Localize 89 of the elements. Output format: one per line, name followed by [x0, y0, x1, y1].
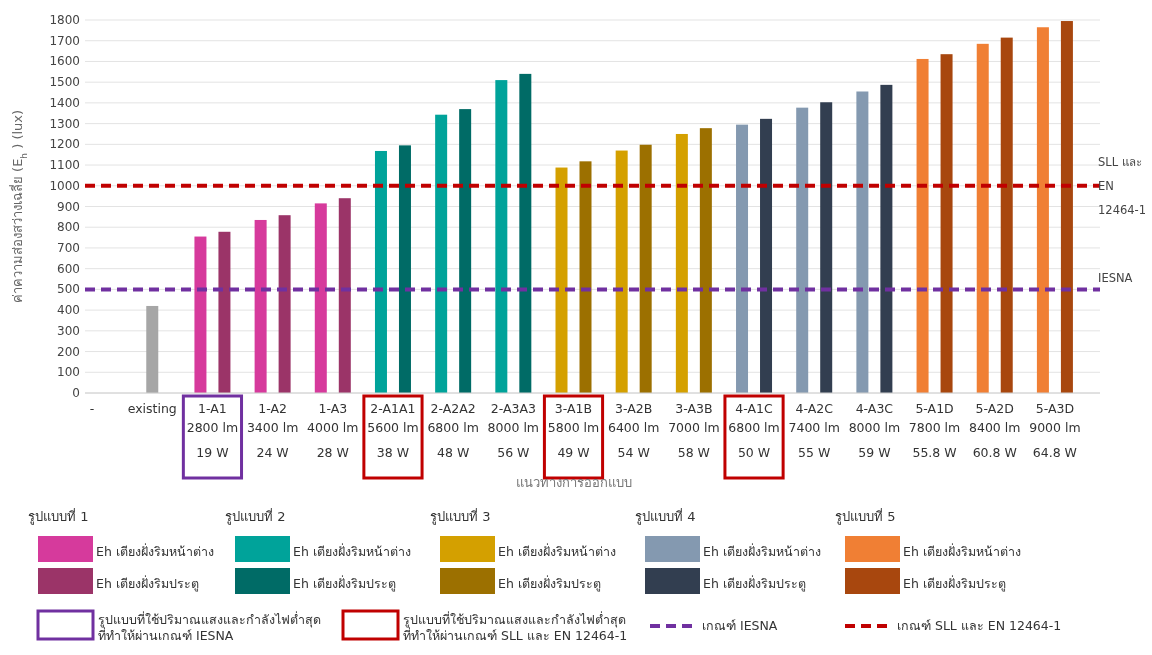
y-tick-label: 800: [57, 220, 80, 235]
legend-label: Eh เตียงฝั่งริมประตู: [293, 576, 396, 592]
x-tick-label: 1-A1 2800 lm 19 W: [186, 401, 239, 460]
bar: [435, 114, 448, 393]
bar: [1000, 37, 1013, 393]
bar: [495, 80, 508, 393]
text: รูปแบบที่ 3: [430, 509, 491, 526]
x-tick-label: 1-A3 4000 lm 28 W: [307, 401, 359, 460]
legend-label: Eh เตียงฝั่งริมหน้าต่าง: [703, 544, 821, 560]
x-tick-label: 3-A3B 7000 lm 58 W: [668, 401, 720, 460]
bar: [940, 54, 953, 393]
x-tick-label: 2-A3A3 8000 lm 56 W: [487, 401, 540, 460]
y-tick-label: 1700: [49, 33, 80, 48]
text: รูปแบบที่ใช้ปริมาณแสงและกำลังไฟต่ำสุดที่ทำให้ผ่านเกณฑ์ IESNA: [98, 612, 322, 644]
annotation: IESNA: [1098, 271, 1134, 286]
bar: [194, 236, 207, 393]
bar: [675, 133, 688, 393]
y-tick-label: 0: [72, 386, 80, 400]
legend-label: Eh เตียงฝั่งริมหน้าต่าง: [96, 544, 214, 560]
legend-label: Eh เตียงฝั่งริมหน้าต่าง: [293, 544, 411, 560]
bar: [639, 144, 652, 393]
bar: [146, 305, 159, 393]
x-tick-label: 4-A2C 7400 lm 55 W: [788, 401, 840, 460]
x-tick-label: 5-A3D 9000 lm 64.8 W: [1029, 401, 1081, 460]
x-tick-label: -: [89, 401, 95, 416]
y-tick-label: 1100: [49, 158, 80, 173]
legend-label: Eh เตียงฝั่งริมหน้าต่าง: [903, 544, 1021, 560]
annotation: SLL และ EN 12464-1: [1098, 153, 1148, 220]
y-tick-label: 700: [57, 240, 80, 255]
bar: [1036, 27, 1049, 393]
bar: [398, 145, 411, 393]
text: รูปแบบที่ 1: [28, 509, 89, 526]
bar: [1060, 21, 1073, 393]
bar: [519, 73, 532, 393]
bar: [314, 203, 327, 393]
legend-label: Eh เตียงฝั่งริมประตู: [498, 576, 601, 592]
legend-label: Eh เตียงฝั่งริมหน้าต่าง: [498, 544, 616, 560]
legend-label: เกณฑ์ IESNA: [702, 618, 778, 634]
y-tick-label: 500: [57, 282, 80, 297]
text: รูปแบบที่ 2: [225, 509, 286, 526]
y-tick-label: 200: [57, 344, 80, 359]
x-axis-title: แนวทางการออกแบบ: [514, 475, 633, 492]
bar: [976, 43, 989, 393]
y-tick-label: 1500: [49, 75, 80, 90]
bar: [916, 58, 929, 393]
bar: [254, 219, 267, 393]
x-tick-label: 4-A1C 6800 lm 50 W: [728, 401, 780, 460]
x-tick-label: 3-A1B 5800 lm 49 W: [547, 401, 600, 460]
bar: [796, 107, 809, 393]
text: รูปแบบที่ 5: [835, 509, 896, 526]
text: รูปแบบที่ 4: [635, 509, 696, 526]
y-tick-label: 400: [57, 303, 80, 318]
bar: [579, 161, 592, 393]
bar: [760, 118, 773, 393]
x-tick-label: 2-A2A2 6800 lm 48 W: [427, 401, 479, 460]
y-tick-label: 900: [57, 199, 80, 214]
text: รูปแบบที่ใช้ปริมาณแสงและกำลังไฟต่ำสุดที่ทำให้ผ่านเกณฑ์ SLL และ EN 12464-1: [403, 612, 629, 644]
y-tick-label: 1000: [49, 178, 80, 193]
legend-label: เกณฑ์ SLL และ EN 12464-1: [897, 618, 1062, 634]
bar: [880, 84, 893, 393]
bar: [699, 128, 712, 393]
x-tick-label: 3-A2B 6400 lm 54 W: [607, 401, 660, 460]
x-tick-label: 5-A1D 7800 lm 55.8 W: [908, 401, 961, 460]
bar: [820, 102, 833, 393]
bar: [459, 109, 472, 393]
bar: [374, 150, 387, 393]
bar: [278, 215, 291, 393]
bar: [218, 231, 231, 393]
x-tick-label: 1-A2 3400 lm 24 W: [246, 401, 299, 460]
y-tick-label: 1400: [49, 95, 80, 110]
y-tick-label: 1200: [49, 137, 80, 152]
bar: [555, 167, 568, 393]
x-tick-label: existing: [127, 401, 177, 416]
legend-label: Eh เตียงฝั่งริมประตู: [903, 576, 1006, 592]
y-tick-label: 100: [57, 365, 80, 380]
legend-label: Eh เตียงฝั่งริมประตู: [703, 576, 806, 592]
bar: [338, 198, 351, 393]
y-tick-label: 1800: [49, 13, 80, 27]
bar: [856, 91, 869, 393]
x-tick-label: 4-A3C 8000 lm 59 W: [848, 401, 901, 460]
y-tick-label: 1600: [49, 54, 80, 69]
legend-label: Eh เตียงฝั่งริมประตู: [96, 576, 199, 592]
x-tick-label: 2-A1A1 5600 lm 38 W: [367, 401, 419, 460]
bar: [615, 150, 628, 393]
bar: [736, 124, 749, 393]
x-tick-label: 5-A2D 8400 lm 60.8 W: [969, 401, 1021, 460]
y-tick-label: 600: [57, 261, 80, 276]
y-tick-label: 1300: [49, 116, 80, 131]
y-tick-label: 300: [57, 323, 80, 338]
